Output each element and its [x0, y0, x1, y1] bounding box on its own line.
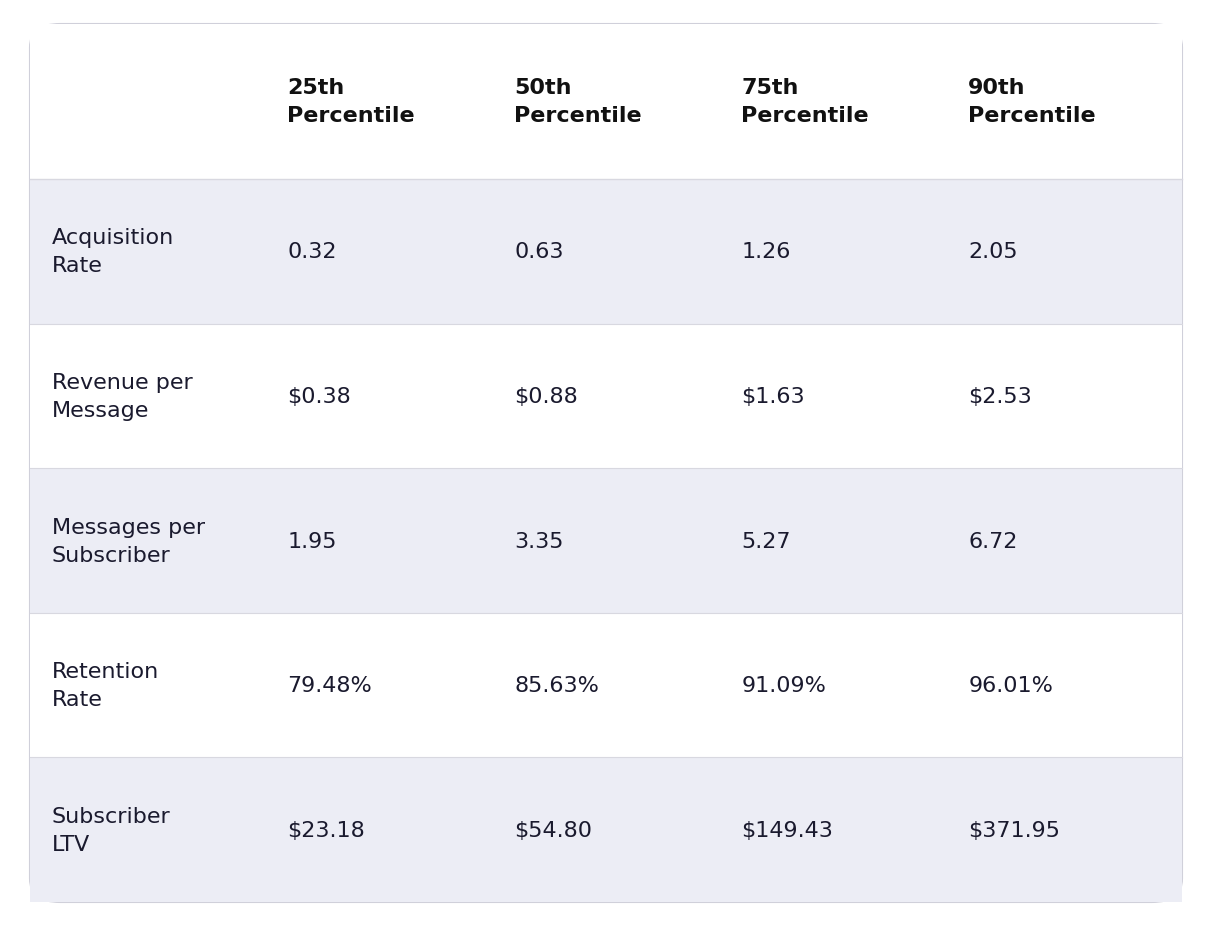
Text: 0.63: 0.63 [514, 242, 564, 262]
Text: Subscriber
LTV: Subscriber LTV [52, 806, 171, 854]
Text: 6.72: 6.72 [968, 531, 1018, 551]
Text: 2.05: 2.05 [968, 242, 1018, 262]
Text: Acquisition
Rate: Acquisition Rate [52, 228, 175, 276]
Text: $0.88: $0.88 [514, 387, 578, 406]
Text: $1.63: $1.63 [742, 387, 805, 406]
Text: 50th
Percentile: 50th Percentile [514, 79, 642, 126]
Bar [30, 469, 1182, 613]
Text: 85.63%: 85.63% [514, 676, 599, 695]
Text: 25th
Percentile: 25th Percentile [287, 79, 415, 126]
Text: Revenue per
Message: Revenue per Message [52, 373, 193, 421]
Bar [30, 25, 1182, 180]
Text: $0.38: $0.38 [287, 387, 351, 406]
Text: 79.48%: 79.48% [287, 676, 372, 695]
Text: 0.32: 0.32 [287, 242, 337, 262]
Text: 75th
Percentile: 75th Percentile [742, 79, 869, 126]
Text: $54.80: $54.80 [514, 819, 593, 840]
Text: 1.26: 1.26 [742, 242, 790, 262]
Text: 90th
Percentile: 90th Percentile [968, 79, 1096, 126]
Bar [30, 757, 1182, 902]
Text: 96.01%: 96.01% [968, 676, 1053, 695]
Bar [30, 324, 1182, 469]
Text: $149.43: $149.43 [742, 819, 833, 840]
Text: 1.95: 1.95 [287, 531, 337, 551]
Text: 3.35: 3.35 [514, 531, 564, 551]
Text: 91.09%: 91.09% [742, 676, 827, 695]
Bar [30, 613, 1182, 757]
Text: $371.95: $371.95 [968, 819, 1060, 840]
Text: Retention
Rate: Retention Rate [52, 661, 159, 709]
Bar [30, 180, 1182, 324]
FancyBboxPatch shape [30, 25, 1182, 902]
Text: Messages per
Subscriber: Messages per Subscriber [52, 517, 205, 565]
Text: $23.18: $23.18 [287, 819, 365, 840]
Text: $2.53: $2.53 [968, 387, 1031, 406]
Text: 5.27: 5.27 [742, 531, 790, 551]
